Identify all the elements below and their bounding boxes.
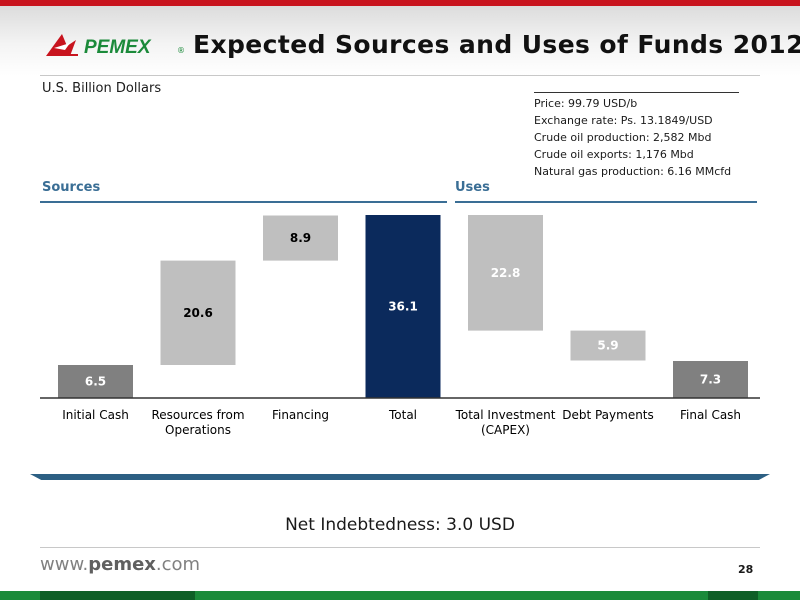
bar-3: [365, 215, 441, 398]
category-label-0: Initial Cash: [62, 408, 129, 422]
category-label-1: Resources from Operations: [151, 408, 244, 437]
assumption-exchange-rate: Exchange rate: Ps. 13.1849/USD: [534, 114, 713, 127]
units-label: U.S. Billion Dollars: [42, 81, 162, 96]
registered-mark: ®: [177, 46, 185, 55]
bar-5: [570, 330, 646, 361]
bar-1: [160, 260, 236, 365]
assumptions-box: Price: 99.79 USD/b Exchange rate: Ps. 13…: [534, 92, 739, 180]
uses-heading: Uses: [455, 180, 490, 195]
assumption-crude-exports: Crude oil exports: 1,176 Mbd: [534, 148, 694, 161]
bottom-brand-bar: [0, 591, 800, 600]
bar-0: [58, 365, 133, 398]
net-indebtedness: Net Indebtedness: 3.0 USD: [285, 515, 515, 535]
sources-heading: Sources: [42, 180, 101, 195]
website-suffix: .com: [155, 554, 201, 575]
website-link[interactable]: www.pemex.com: [40, 554, 200, 575]
bar-value-label-4: 22.8: [491, 266, 521, 280]
category-label-2: Financing: [272, 408, 329, 422]
category-labels: Initial Cash Resources from Operations Fina…: [62, 408, 741, 437]
top-brand-bar: [0, 0, 800, 6]
bar-value-label-5: 5.9: [597, 339, 618, 353]
pemex-logo: PEMEX ®: [46, 34, 185, 58]
page-title: Expected Sources and Uses of Funds 2012: [193, 30, 800, 59]
website-prefix: www.: [40, 554, 89, 575]
sources-rule: [40, 201, 447, 203]
waterfall-chart: 6.5 20.6 8.9 36.1 22.8 5.9 7.3 Initial Cash Res…: [30, 215, 770, 480]
bars-layer: 6.5 20.6 8.9 36.1 22.8 5.9 7.3: [58, 215, 748, 398]
uses-rule: [455, 201, 757, 203]
assumption-price: Price: 99.79 USD/b: [534, 97, 638, 110]
bar-value-label-1: 20.6: [183, 306, 213, 320]
bar-2: [263, 215, 338, 261]
header-divider: [40, 75, 760, 76]
category-label-5: Debt Payments: [562, 408, 654, 422]
bar-6: [673, 361, 748, 398]
category-label-6: Final Cash: [680, 408, 741, 422]
eagle-logo-icon: [46, 34, 78, 56]
bar-value-label-3: 36.1: [388, 300, 418, 314]
category-label-3: Total: [388, 408, 417, 422]
logo-wordmark: PEMEX: [84, 37, 152, 58]
category-label-4: Total Investment (CAPEX): [455, 408, 556, 437]
page-number: 28: [738, 563, 754, 576]
bar-value-label-6: 7.3: [700, 373, 721, 387]
bottom-bar-accent-left: [40, 591, 195, 600]
website-domain: pemex: [88, 554, 156, 575]
bar-4: [468, 215, 543, 331]
bar-value-label-2: 8.9: [290, 231, 311, 245]
bottom-bar-accent-right: [708, 591, 758, 600]
assumption-crude-production: Crude oil production: 2,582 Mbd: [534, 131, 712, 144]
net-arrow-shape: [30, 474, 770, 480]
header-band: [0, 6, 800, 76]
assumption-gas-production: Natural gas production: 6.16 MMcfd: [534, 165, 732, 178]
footer-divider: [40, 547, 760, 548]
bar-value-label-0: 6.5: [85, 375, 106, 389]
